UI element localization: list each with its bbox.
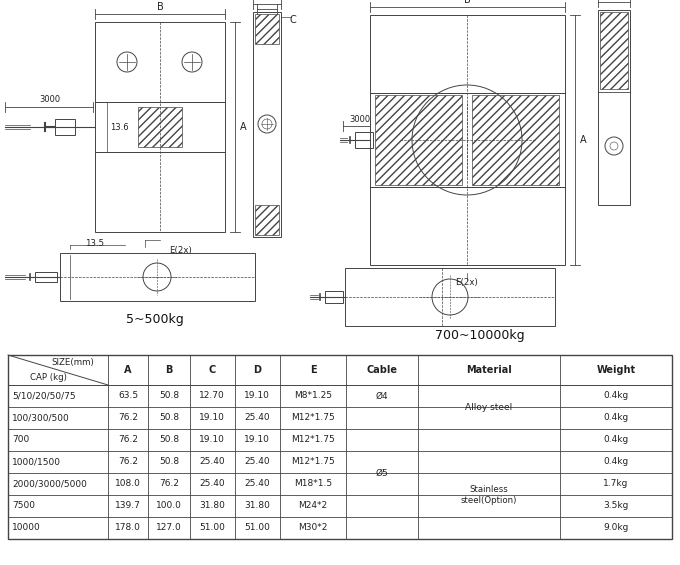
Text: 25.40: 25.40 — [244, 458, 270, 467]
Text: 7500: 7500 — [12, 502, 35, 511]
Text: Weight: Weight — [596, 365, 636, 375]
Text: 0.4kg: 0.4kg — [603, 436, 628, 445]
Text: 10000: 10000 — [12, 524, 41, 532]
Bar — [375, 95, 462, 185]
Text: M30*2: M30*2 — [299, 524, 328, 532]
Text: 50.8: 50.8 — [159, 458, 179, 467]
Bar — [370, 187, 565, 265]
Bar — [60, 253, 255, 301]
Bar — [355, 132, 373, 148]
Text: B: B — [464, 0, 471, 5]
Text: 0.4kg: 0.4kg — [603, 458, 628, 467]
Text: 13.5: 13.5 — [86, 238, 105, 247]
Text: 2000/3000/5000: 2000/3000/5000 — [12, 480, 87, 489]
Text: Ø5: Ø5 — [375, 468, 388, 477]
Text: D: D — [253, 365, 261, 375]
Text: 9.0kg: 9.0kg — [603, 524, 629, 532]
Text: 19.10: 19.10 — [244, 436, 270, 445]
Text: CAP (kg): CAP (kg) — [29, 372, 67, 381]
Text: 178.0: 178.0 — [115, 524, 141, 532]
Bar — [370, 15, 565, 93]
Text: 25.40: 25.40 — [244, 414, 270, 423]
Text: 76.2: 76.2 — [118, 436, 138, 445]
Text: 63.5: 63.5 — [118, 392, 138, 401]
Text: E(2x): E(2x) — [169, 246, 191, 254]
Text: 3.5kg: 3.5kg — [603, 502, 629, 511]
Text: Ø4: Ø4 — [375, 392, 388, 401]
Text: 0.4kg: 0.4kg — [603, 392, 628, 401]
Bar — [95, 102, 225, 152]
Bar — [95, 152, 225, 232]
Text: 51.00: 51.00 — [199, 524, 225, 532]
Text: 5~500kg: 5~500kg — [126, 314, 184, 327]
Text: 127.0: 127.0 — [156, 524, 182, 532]
Text: Cable: Cable — [367, 365, 398, 375]
Text: 108.0: 108.0 — [115, 480, 141, 489]
Text: A: A — [239, 122, 246, 132]
Text: 25.40: 25.40 — [199, 458, 225, 467]
Text: 76.2: 76.2 — [118, 458, 138, 467]
Text: E: E — [309, 365, 316, 375]
Bar — [345, 268, 555, 326]
Text: 3000: 3000 — [39, 95, 61, 105]
Text: Alloy steel: Alloy steel — [465, 402, 513, 411]
Bar — [325, 291, 343, 303]
Text: M18*1.5: M18*1.5 — [294, 480, 332, 489]
Text: 51.00: 51.00 — [244, 524, 270, 532]
Text: Stainless
steel(Option): Stainless steel(Option) — [461, 485, 517, 505]
Text: 700: 700 — [12, 436, 29, 445]
Text: 31.80: 31.80 — [199, 502, 225, 511]
Text: D: D — [263, 0, 271, 2]
Text: 1.7kg: 1.7kg — [603, 480, 629, 489]
Text: 76.2: 76.2 — [159, 480, 179, 489]
Bar — [472, 95, 559, 185]
Text: 13.6: 13.6 — [110, 123, 129, 132]
Text: 50.8: 50.8 — [159, 436, 179, 445]
Text: 100/300/500: 100/300/500 — [12, 414, 70, 423]
Text: 76.2: 76.2 — [118, 414, 138, 423]
Bar — [255, 14, 279, 44]
Bar — [253, 12, 281, 237]
Text: M8*1.25: M8*1.25 — [294, 392, 332, 401]
Bar — [598, 10, 630, 205]
Text: M12*1.75: M12*1.75 — [291, 458, 335, 467]
Bar — [8, 355, 672, 539]
Text: M12*1.75: M12*1.75 — [291, 436, 335, 445]
Text: B: B — [165, 365, 173, 375]
Text: 5/10/20/50/75: 5/10/20/50/75 — [12, 392, 75, 401]
Text: SIZE(mm): SIZE(mm) — [52, 358, 95, 367]
Text: 19.10: 19.10 — [244, 392, 270, 401]
Bar — [600, 12, 628, 89]
Text: E(2x): E(2x) — [456, 279, 478, 288]
Text: M12*1.75: M12*1.75 — [291, 414, 335, 423]
Text: 0.4kg: 0.4kg — [603, 414, 628, 423]
Text: 31.80: 31.80 — [244, 502, 270, 511]
Text: 25.40: 25.40 — [244, 480, 270, 489]
Bar — [138, 107, 182, 147]
Bar — [35, 272, 57, 282]
Text: 139.7: 139.7 — [115, 502, 141, 511]
Text: A: A — [124, 365, 132, 375]
Text: C: C — [208, 365, 216, 375]
Text: C: C — [611, 0, 617, 1]
Text: 1000/1500: 1000/1500 — [12, 458, 61, 467]
Text: 19.10: 19.10 — [199, 414, 225, 423]
Text: B: B — [156, 2, 163, 12]
Text: 3000: 3000 — [350, 115, 371, 124]
Text: 19.10: 19.10 — [199, 436, 225, 445]
Text: 50.8: 50.8 — [159, 392, 179, 401]
Text: M24*2: M24*2 — [299, 502, 328, 511]
Text: 12.70: 12.70 — [199, 392, 225, 401]
Bar — [95, 22, 225, 102]
Text: 50.8: 50.8 — [159, 414, 179, 423]
Text: 700~10000kg: 700~10000kg — [435, 328, 525, 341]
Text: 25.40: 25.40 — [199, 480, 225, 489]
Bar — [370, 93, 565, 187]
Text: C: C — [290, 15, 296, 25]
Text: Material: Material — [466, 365, 512, 375]
Text: 100.0: 100.0 — [156, 502, 182, 511]
Text: A: A — [579, 135, 586, 145]
Bar — [55, 119, 75, 135]
Bar — [255, 205, 279, 235]
